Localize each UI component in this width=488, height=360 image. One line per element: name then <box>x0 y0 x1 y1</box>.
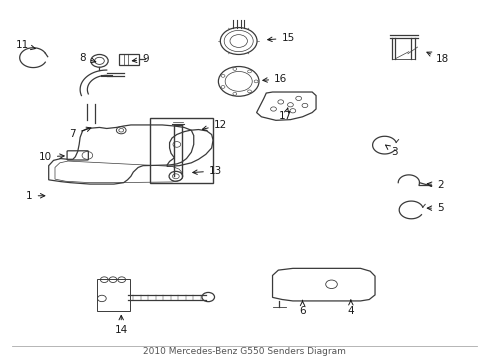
Text: 2: 2 <box>427 180 443 190</box>
Text: 14: 14 <box>114 315 127 335</box>
Text: 2010 Mercedes-Benz G550 Senders Diagram: 2010 Mercedes-Benz G550 Senders Diagram <box>143 347 345 356</box>
Text: 1: 1 <box>26 191 45 201</box>
Bar <box>150 118 213 183</box>
Text: 16: 16 <box>263 74 287 84</box>
Text: 12: 12 <box>202 120 226 130</box>
Text: 17: 17 <box>278 108 292 121</box>
Text: 8: 8 <box>79 53 96 63</box>
Text: 9: 9 <box>132 54 148 64</box>
Text: 18: 18 <box>426 52 448 64</box>
Text: 11: 11 <box>16 40 35 50</box>
Text: 7: 7 <box>69 127 91 139</box>
Bar <box>119 54 139 65</box>
Bar <box>97 279 130 311</box>
Text: 13: 13 <box>192 166 222 176</box>
Text: 10: 10 <box>39 152 64 162</box>
Text: 5: 5 <box>427 203 443 213</box>
Text: 15: 15 <box>267 33 294 43</box>
Text: 3: 3 <box>385 145 397 157</box>
Text: 4: 4 <box>347 300 353 316</box>
Text: 6: 6 <box>299 300 305 316</box>
